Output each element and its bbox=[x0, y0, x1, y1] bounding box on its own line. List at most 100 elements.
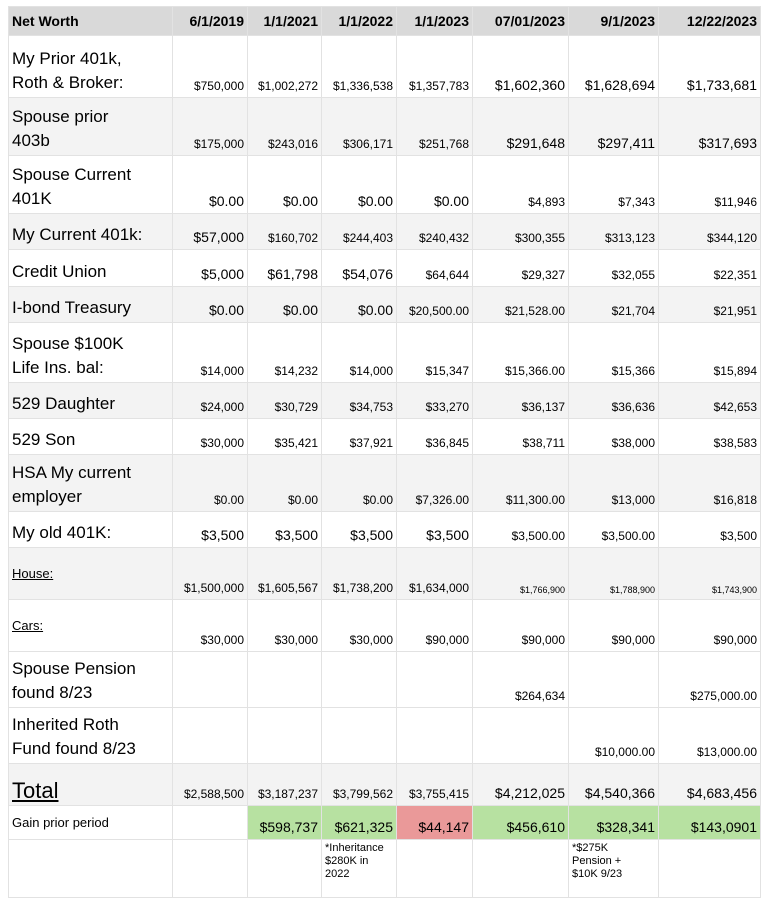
table-row: My old 401K: $3,500 $3,500 $3,500 $3,500 $3,5… bbox=[8, 511, 761, 548]
value-cell: $14,000 bbox=[172, 322, 248, 383]
table-row: *Inheritance $280K in 2022 *$275K Pension… bbox=[8, 839, 761, 898]
value-cell: $61,798 bbox=[247, 249, 322, 287]
table-row: Spouse $100K Life Ins. bal: $14,000 $14,23… bbox=[8, 322, 761, 383]
value-cell: $14,000 bbox=[321, 322, 397, 383]
value-cell: $15,366.00 bbox=[472, 322, 569, 383]
value-cell: $1,733,681 bbox=[658, 35, 761, 98]
value-cell: $1,002,272 bbox=[247, 35, 322, 98]
value-cell: $750,000 bbox=[172, 35, 248, 98]
value-cell: $3,755,415 bbox=[396, 763, 473, 806]
row-label: My old 401K: bbox=[8, 511, 173, 548]
row-label: Gain prior period bbox=[8, 805, 173, 840]
value-cell: $0.00 bbox=[247, 155, 322, 214]
value-cell: $90,000 bbox=[396, 599, 473, 652]
value-cell: $3,187,237 bbox=[247, 763, 322, 806]
value-cell: $1,738,200 bbox=[321, 547, 397, 600]
value-cell: $240,432 bbox=[396, 213, 473, 250]
value-cell: $30,000 bbox=[172, 418, 248, 455]
note-cell bbox=[658, 839, 761, 898]
value-cell bbox=[172, 707, 248, 764]
net-worth-table: Net Worth 6/1/2019 1/1/2021 1/1/2022 1/1/202… bbox=[8, 6, 761, 898]
value-cell: $1,605,567 bbox=[247, 547, 322, 600]
row-label: 529 Daughter bbox=[8, 382, 173, 419]
value-cell: $306,171 bbox=[321, 97, 397, 156]
value-cell: $21,528.00 bbox=[472, 286, 569, 323]
value-cell: $1,634,000 bbox=[396, 547, 473, 600]
value-cell: $22,351 bbox=[658, 249, 761, 287]
value-cell: $15,894 bbox=[658, 322, 761, 383]
value-cell: $4,893 bbox=[472, 155, 569, 214]
value-cell: $38,711 bbox=[472, 418, 569, 455]
value-cell: $317,693 bbox=[658, 97, 761, 156]
value-cell: $0.00 bbox=[321, 286, 397, 323]
column-header: 6/1/2019 bbox=[172, 6, 248, 36]
note-cell bbox=[472, 839, 569, 898]
value-cell: $36,636 bbox=[568, 382, 659, 419]
value-cell: $3,799,562 bbox=[321, 763, 397, 806]
table-row: 529 Daughter $24,000 $30,729 $34,753 $33,270… bbox=[8, 382, 761, 419]
value-cell bbox=[321, 651, 397, 708]
value-cell: $33,270 bbox=[396, 382, 473, 419]
value-cell: $328,341 bbox=[568, 805, 659, 840]
value-cell: $36,137 bbox=[472, 382, 569, 419]
value-cell: $36,845 bbox=[396, 418, 473, 455]
value-cell: $3,500.00 bbox=[568, 511, 659, 548]
value-cell: $7,343 bbox=[568, 155, 659, 214]
value-cell: $13,000 bbox=[568, 454, 659, 512]
value-cell: $275,000.00 bbox=[658, 651, 761, 708]
value-cell: $37,921 bbox=[321, 418, 397, 455]
note-cell bbox=[247, 839, 322, 898]
value-cell: $1,766,900 bbox=[472, 547, 569, 600]
note-cell: *Inheritance $280K in 2022 bbox=[321, 839, 397, 898]
value-cell: $0.00 bbox=[396, 155, 473, 214]
table-row: My Current 401k: $57,000 $160,702 $244,403 $… bbox=[8, 213, 761, 250]
value-cell: $143,0901 bbox=[658, 805, 761, 840]
row-label bbox=[8, 839, 173, 898]
value-cell: $313,123 bbox=[568, 213, 659, 250]
note-cell bbox=[396, 839, 473, 898]
row-label: Cars: bbox=[8, 599, 173, 652]
column-header: 07/01/2023 bbox=[472, 6, 569, 36]
column-header: Net Worth bbox=[8, 6, 173, 36]
value-cell: $10,000.00 bbox=[568, 707, 659, 764]
value-cell: $57,000 bbox=[172, 213, 248, 250]
value-cell: $13,000.00 bbox=[658, 707, 761, 764]
value-cell: $64,644 bbox=[396, 249, 473, 287]
value-cell: $20,500.00 bbox=[396, 286, 473, 323]
value-cell: $11,300.00 bbox=[472, 454, 569, 512]
value-cell: $30,000 bbox=[172, 599, 248, 652]
row-label: Spouse Current 401K bbox=[8, 155, 173, 214]
value-cell: $35,421 bbox=[247, 418, 322, 455]
value-cell: $1,743,900 bbox=[658, 547, 761, 600]
value-cell: $1,357,783 bbox=[396, 35, 473, 98]
value-cell bbox=[172, 805, 248, 840]
value-cell: $3,500 bbox=[658, 511, 761, 548]
row-label: My Prior 401k, Roth & Broker: bbox=[8, 35, 173, 98]
value-cell: $15,366 bbox=[568, 322, 659, 383]
value-cell bbox=[321, 707, 397, 764]
row-label: Spouse prior 403b bbox=[8, 97, 173, 156]
value-cell: $21,704 bbox=[568, 286, 659, 323]
value-cell: $7,326.00 bbox=[396, 454, 473, 512]
value-cell: $1,628,694 bbox=[568, 35, 659, 98]
row-label: My Current 401k: bbox=[8, 213, 173, 250]
column-header: 12/22/2023 bbox=[658, 6, 761, 36]
value-cell: $11,946 bbox=[658, 155, 761, 214]
value-cell: $30,000 bbox=[321, 599, 397, 652]
value-cell bbox=[472, 707, 569, 764]
value-cell: $24,000 bbox=[172, 382, 248, 419]
header-row: Net Worth 6/1/2019 1/1/2021 1/1/2022 1/1/202… bbox=[8, 6, 761, 36]
column-header: 1/1/2021 bbox=[247, 6, 322, 36]
table-row: Spouse Current 401K $0.00 $0.00 $0.00 $0.00 $… bbox=[8, 155, 761, 214]
value-cell: $251,768 bbox=[396, 97, 473, 156]
value-cell: $0.00 bbox=[247, 454, 322, 512]
value-cell: $160,702 bbox=[247, 213, 322, 250]
value-cell: $42,653 bbox=[658, 382, 761, 419]
table-row: Cars: $30,000 $30,000 $30,000 $90,000 $90,000… bbox=[8, 599, 761, 652]
note-cell bbox=[172, 839, 248, 898]
value-cell: $291,648 bbox=[472, 97, 569, 156]
table-row: I-bond Treasury $0.00 $0.00 $0.00 $20,500.00… bbox=[8, 286, 761, 323]
value-cell: $244,403 bbox=[321, 213, 397, 250]
value-cell: $4,683,456 bbox=[658, 763, 761, 806]
value-cell: $3,500 bbox=[396, 511, 473, 548]
